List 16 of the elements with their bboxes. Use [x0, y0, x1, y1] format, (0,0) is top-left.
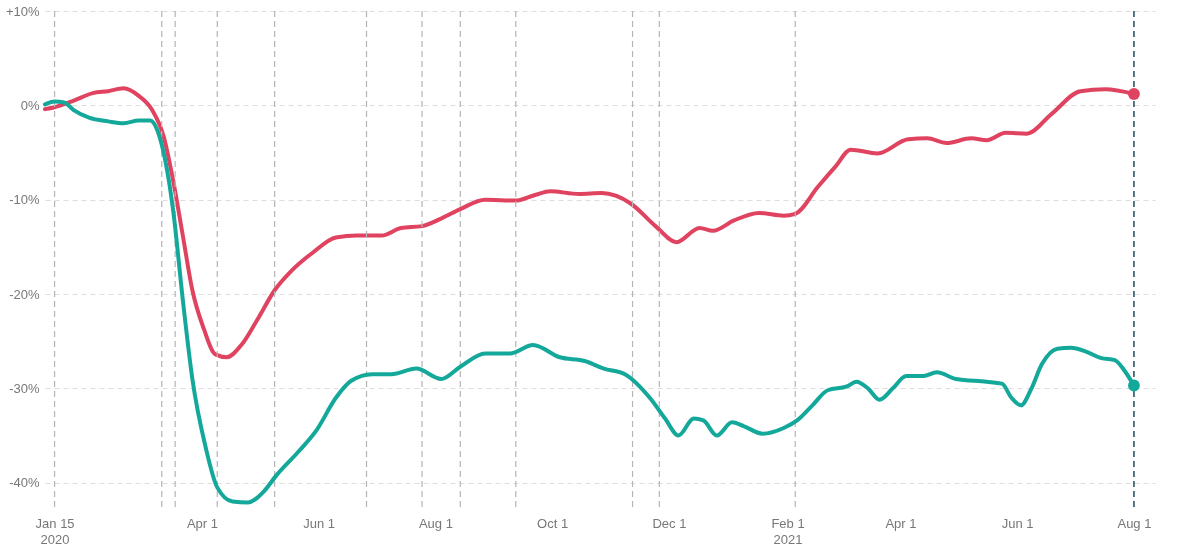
x-tick-label: Jun 1	[303, 515, 336, 531]
y-tick-label: -10%	[9, 192, 40, 208]
x-tick-label: Aug 1	[418, 515, 453, 531]
x-tick-label: Apr 1	[186, 515, 218, 531]
y-tick-label: -20%	[9, 286, 40, 302]
x-tick-label: Apr 1	[885, 515, 917, 531]
x-tick-label: Aug 1	[1117, 515, 1152, 531]
y-tick-label: +10%	[5, 3, 40, 19]
y-tick-label: -40%	[9, 475, 40, 491]
y-tick-label: -30%	[9, 380, 40, 396]
x-tick-label: Jan 15 2020	[35, 515, 75, 547]
x-tick-label: Feb 1 2021	[771, 515, 805, 547]
x-tick-label: Jun 1	[1001, 515, 1034, 531]
y-tick-label: 0%	[20, 97, 40, 113]
x-tick-label: Oct 1	[537, 515, 569, 531]
x-tick-label: Dec 1	[652, 515, 687, 531]
